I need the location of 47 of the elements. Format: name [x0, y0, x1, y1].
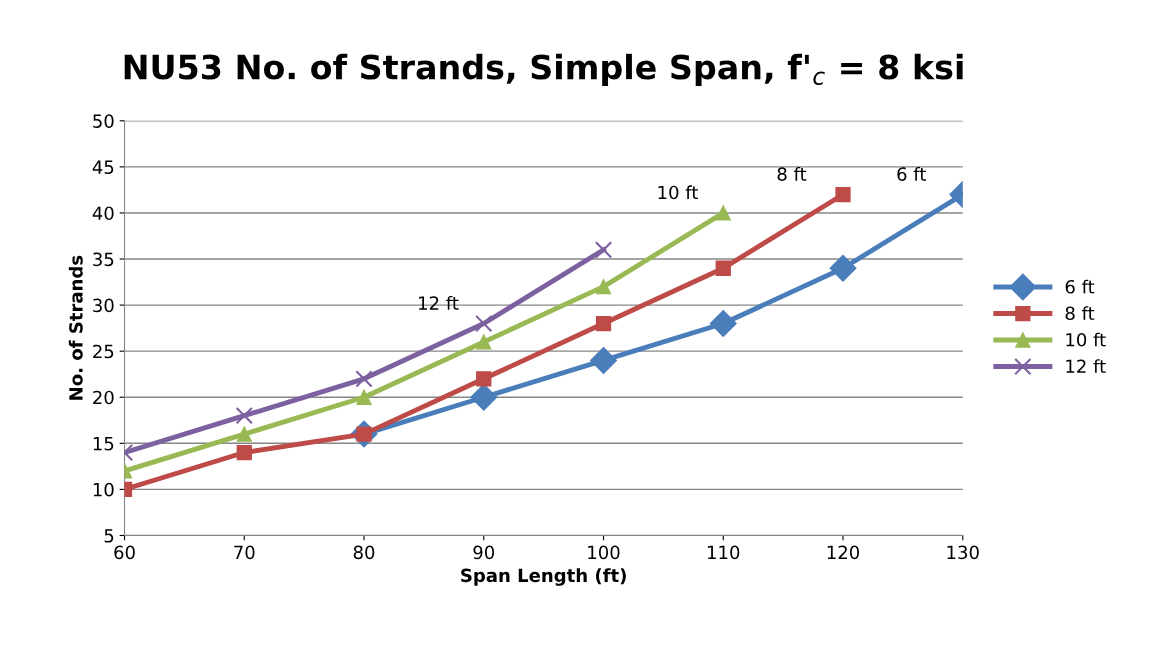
annotation: 6 ft — [897, 166, 926, 181]
point — [475, 314, 493, 333]
x-axis-title: Span Length (ft) — [461, 568, 626, 586]
point — [835, 186, 851, 203]
x-tick-label: 60 — [114, 545, 135, 560]
point — [715, 205, 731, 221]
y-tick-label: 25 — [93, 344, 114, 359]
x-tick-label: 80 — [353, 545, 375, 560]
y-tick-label: 45 — [92, 160, 114, 174]
x-tick-label: 130 — [947, 545, 979, 560]
legend-label: 12 ft — [1066, 359, 1106, 373]
y-tick-label: 40 — [92, 206, 114, 221]
point — [236, 444, 252, 461]
point — [470, 383, 498, 411]
point — [476, 334, 492, 350]
point — [356, 389, 372, 405]
annotation: 8 ft — [777, 166, 807, 181]
point — [590, 346, 617, 374]
annotation: 12 ft — [419, 295, 459, 310]
y-tick-label: 10 — [93, 482, 114, 497]
annotation: 10 ft — [658, 185, 698, 200]
x-tick-label: 70 — [234, 545, 255, 560]
x-tick-label: 120 — [827, 545, 860, 560]
y-tick-label: 15 — [93, 437, 114, 451]
point — [829, 254, 857, 282]
x-tick-label: 90 — [473, 545, 495, 560]
point — [715, 260, 731, 276]
point — [236, 426, 252, 442]
point — [709, 310, 737, 337]
legend-label: 6 ft — [1065, 279, 1095, 294]
y-tick-label: 20 — [93, 390, 114, 405]
chart-title: NU53 No. of Strands, Simple Span, f'$_{c}$ = 8 ksi — [124, 53, 963, 87]
point — [355, 370, 373, 388]
point — [595, 279, 612, 295]
y-tick-label: 35 — [93, 252, 114, 267]
y-tick-label: 30 — [93, 298, 114, 313]
y-tick-label: 5 — [104, 529, 114, 543]
point — [235, 406, 253, 425]
x-tick-label: 110 — [708, 545, 740, 560]
point — [594, 241, 613, 259]
x-tick-label: 100 — [588, 545, 620, 560]
point — [595, 315, 612, 332]
y-tick-label: 50 — [93, 114, 114, 128]
legend-label: 10 ft — [1066, 332, 1106, 347]
y-axis-title: No. of Strands — [68, 255, 83, 400]
legend-label: 8 ft — [1065, 306, 1095, 321]
point — [476, 371, 492, 387]
